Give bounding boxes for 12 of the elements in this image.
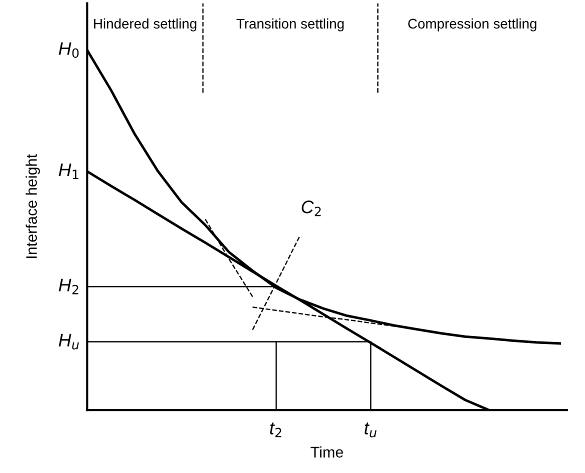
text: H$_{1}$ (58, 164, 78, 180)
text: Transition settling (236, 18, 344, 32)
text: H$_{2}$ (58, 278, 78, 294)
text: H$_{0}$ (58, 42, 79, 58)
text: Hindered settling (94, 18, 196, 32)
x-tick-label: t$_{u}$ (364, 422, 377, 438)
y-axis-title: Interface height (26, 154, 40, 258)
annotation: C$_{2}$ (302, 200, 321, 216)
text: Compression settling (408, 18, 536, 32)
x-axis-title: Time (310, 446, 344, 458)
x-tick-label: t$_{2}$ (270, 422, 282, 438)
text: H$_{u}$ (58, 334, 79, 350)
